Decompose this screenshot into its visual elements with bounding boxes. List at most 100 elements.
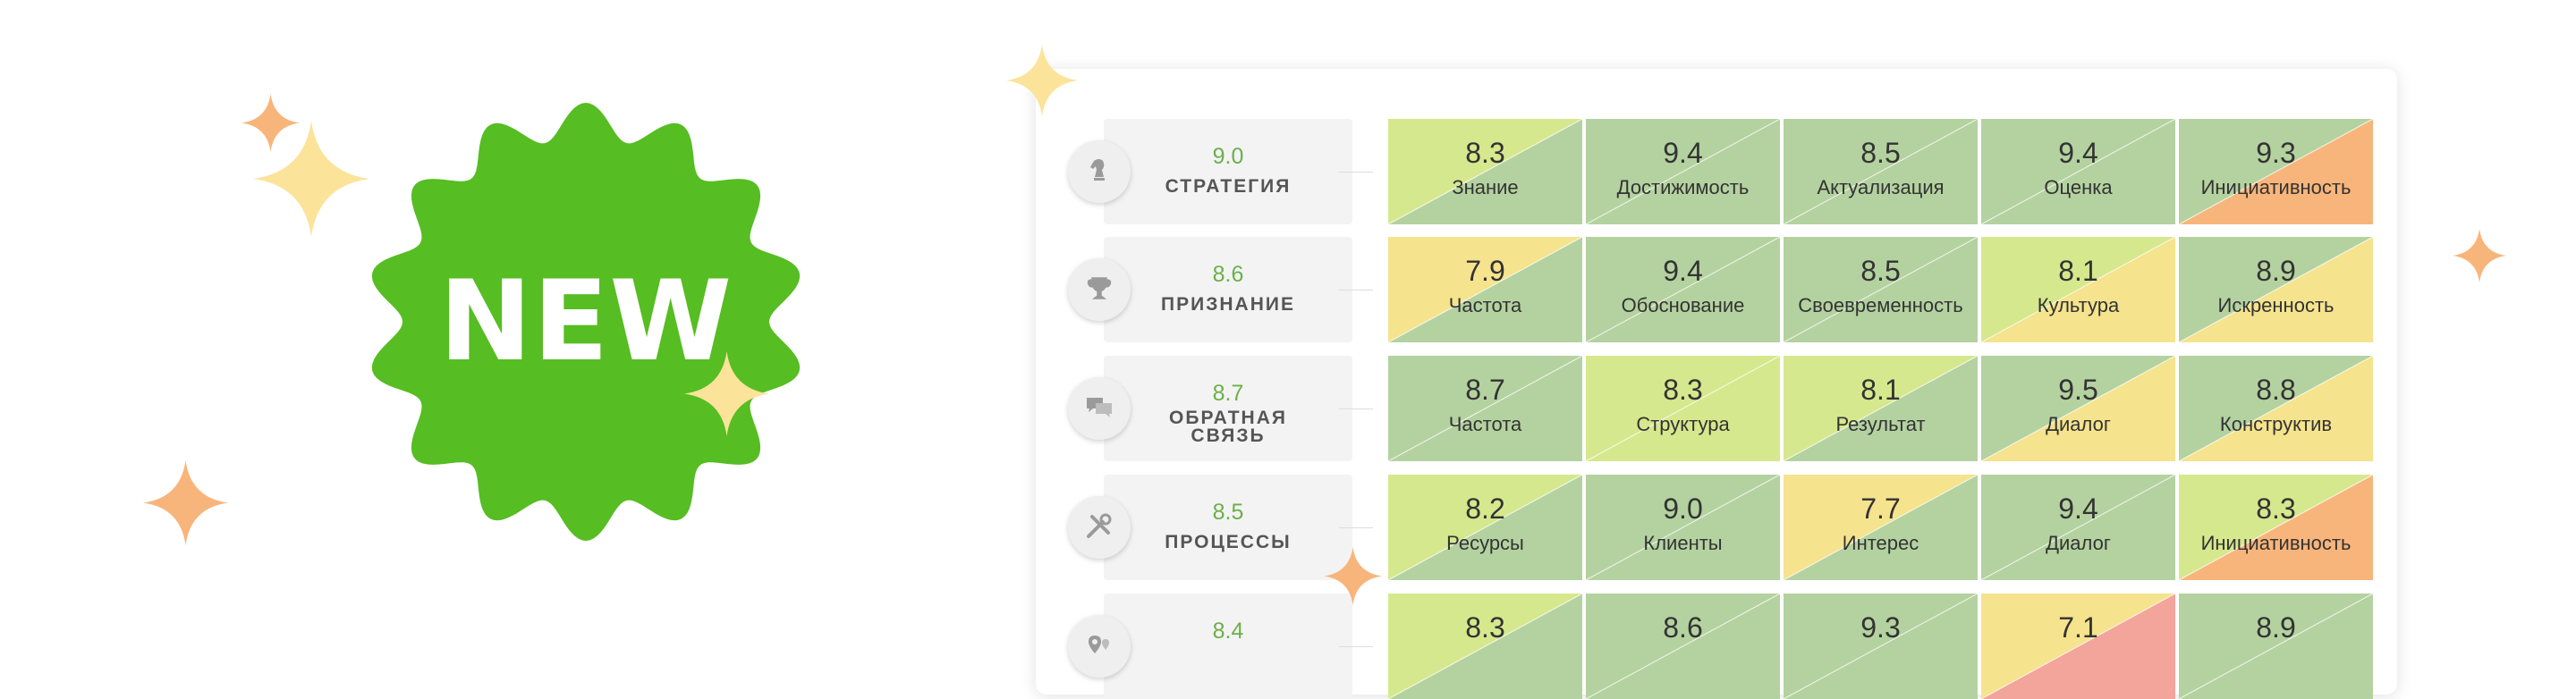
cell-diagonal-fill: [1388, 119, 1582, 224]
cell-diagonal-fill: [1586, 119, 1780, 224]
sparkle-icon: [143, 460, 228, 545]
metric-cell[interactable]: 8.1 Культура: [1981, 237, 2175, 342]
metric-label: Клиенты: [1643, 532, 1723, 554]
metric-cell[interactable]: 9.3: [1784, 594, 1978, 699]
metric-value: 9.4: [1663, 137, 1703, 169]
metric-cell[interactable]: 8.2 Ресурсы: [1388, 475, 1582, 580]
cell-diagonal-fill: [1586, 475, 1780, 580]
cell-diagonal-fill: [1784, 356, 1978, 461]
metric-cell[interactable]: 8.5 Актуализация: [1784, 119, 1978, 224]
metric-cell[interactable]: 9.4 Обоснование: [1586, 237, 1780, 342]
metric-cell[interactable]: 7.9 Частота: [1388, 237, 1582, 342]
metric-cell[interactable]: 9.4 Оценка: [1981, 119, 2175, 224]
metric-value: 8.1: [2058, 255, 2098, 287]
cell-diagonal-fill: [1388, 594, 1582, 699]
metric-value: 8.9: [2256, 611, 2296, 644]
metric-value: 8.3: [1663, 374, 1703, 406]
cell-diagonal-fill: [1784, 594, 1978, 699]
metric-label: Обоснование: [1621, 294, 1745, 316]
metric-label: Интерес: [1842, 532, 1919, 554]
metric-label: Частота: [1448, 413, 1522, 435]
metric-label: Своевременность: [1798, 294, 1963, 316]
metric-label: Искренность: [2217, 294, 2334, 316]
metric-value: 8.3: [1465, 137, 1505, 169]
metric-cell[interactable]: 9.4 Диалог: [1981, 475, 2175, 580]
metric-label: Актуализация: [1817, 176, 1945, 198]
metric-label: Инициативность: [2200, 532, 2351, 554]
category-name: ОБРАТНАЯ СВЯЗЬ: [1104, 408, 1352, 445]
metric-label: Культура: [2037, 294, 2120, 316]
metric-cell[interactable]: 9.5 Диалог: [1981, 356, 2175, 461]
category-label-box[interactable]: [1104, 475, 1352, 580]
cell-diagonal-fill: [2179, 119, 2373, 224]
metric-cell[interactable]: 9.4 Достижимость: [1586, 119, 1780, 224]
metric-label: Знание: [1452, 176, 1519, 198]
metric-cell[interactable]: 8.6: [1586, 594, 1780, 699]
cell-diagonal-fill: [1981, 475, 2175, 580]
cell-diagonal-fill: [1981, 237, 2175, 342]
metric-value: 8.3: [1465, 611, 1505, 644]
metric-cell[interactable]: 8.3 Структура: [1586, 356, 1780, 461]
category-label-box[interactable]: [1104, 237, 1352, 342]
category-name: ПРИЗНАНИЕ: [1161, 294, 1295, 315]
category-score: 9.0: [1212, 144, 1244, 169]
metric-value: 8.9: [2256, 255, 2296, 287]
metric-value: 8.1: [1860, 374, 1901, 406]
connector-line: [1339, 290, 1373, 291]
metric-cell[interactable]: 8.9 Искренность: [2179, 237, 2373, 342]
cell-diagonal-fill: [1981, 594, 2175, 699]
metric-value: 7.9: [1465, 255, 1505, 287]
metric-cell[interactable]: 8.5 Своевременность: [1784, 237, 1978, 342]
category-row: 8.5 ПРОЦЕССЫ 8.2 Ресурсы 9.0 Клиенты 7.7 Интере…: [1066, 475, 2377, 580]
connector-line: [1339, 527, 1373, 528]
metric-value: 8.5: [1860, 137, 1901, 169]
metric-cell[interactable]: 8.8 Конструктив: [2179, 356, 2373, 461]
category-row: 9.0 СТРАТЕГИЯ 8.3 Знание 9.4 Достижимость 8.5 А…: [1066, 119, 2377, 224]
metric-cell[interactable]: 8.7 Частота: [1388, 356, 1582, 461]
metric-cell[interactable]: 8.3 Инициативность: [2179, 475, 2373, 580]
category-row: 8.4 8.3 8.6 9.3 7.1 8.9: [1066, 594, 2377, 699]
metric-cell[interactable]: 7.1: [1981, 594, 2175, 699]
cell-diagonal-fill: [1784, 237, 1978, 342]
metric-label: Конструктив: [2219, 413, 2333, 435]
category-label-box[interactable]: [1104, 594, 1352, 699]
metric-label: Результат: [1835, 413, 1926, 435]
connector-line: [1339, 646, 1373, 647]
metric-value: 8.2: [1465, 493, 1505, 525]
metric-cell[interactable]: 8.3 Знание: [1388, 119, 1582, 224]
metric-value: 8.5: [1860, 255, 1901, 287]
metric-cell[interactable]: 8.1 Результат: [1784, 356, 1978, 461]
category-label-box[interactable]: [1104, 356, 1352, 461]
connector-line: [1339, 408, 1373, 409]
category-score: 8.6: [1212, 262, 1244, 287]
category-name-line: ОБРАТНАЯ: [1169, 408, 1287, 428]
category-score: 8.7: [1212, 381, 1244, 406]
cell-diagonal-fill: [1388, 237, 1582, 342]
sparkle-icon: [1324, 547, 1382, 605]
metric-value: 8.6: [1663, 611, 1703, 644]
tools-icon: [1068, 496, 1131, 559]
metric-cell[interactable]: 8.3: [1388, 594, 1582, 699]
metric-label: Диалог: [2046, 532, 2111, 554]
metric-cell[interactable]: 7.7 Интерес: [1784, 475, 1978, 580]
cell-diagonal-fill: [1586, 594, 1780, 699]
metric-value: 9.0: [1663, 493, 1703, 525]
metric-value: 9.3: [2256, 137, 2296, 169]
cell-diagonal-fill: [1586, 356, 1780, 461]
sparkle-icon: [242, 94, 300, 152]
metric-cell[interactable]: 9.3 Инициативность: [2179, 119, 2373, 224]
metric-label: Оценка: [2044, 176, 2113, 198]
category-score: 8.5: [1212, 500, 1244, 525]
metric-value: 8.7: [1465, 374, 1505, 406]
category-label-box[interactable]: [1104, 119, 1352, 224]
cell-diagonal-fill: [2179, 237, 2373, 342]
metric-value: 9.3: [1860, 611, 1901, 644]
cell-diagonal-fill: [1784, 475, 1978, 580]
category-name: СТРАТЕГИЯ: [1165, 176, 1292, 197]
metric-label: Диалог: [2046, 413, 2111, 435]
cell-diagonal-fill: [2179, 594, 2373, 699]
metric-cell[interactable]: 8.9: [2179, 594, 2373, 699]
chess-knight-icon: [1068, 140, 1131, 203]
metric-cell[interactable]: 9.0 Клиенты: [1586, 475, 1780, 580]
cell-diagonal-fill: [2179, 356, 2373, 461]
